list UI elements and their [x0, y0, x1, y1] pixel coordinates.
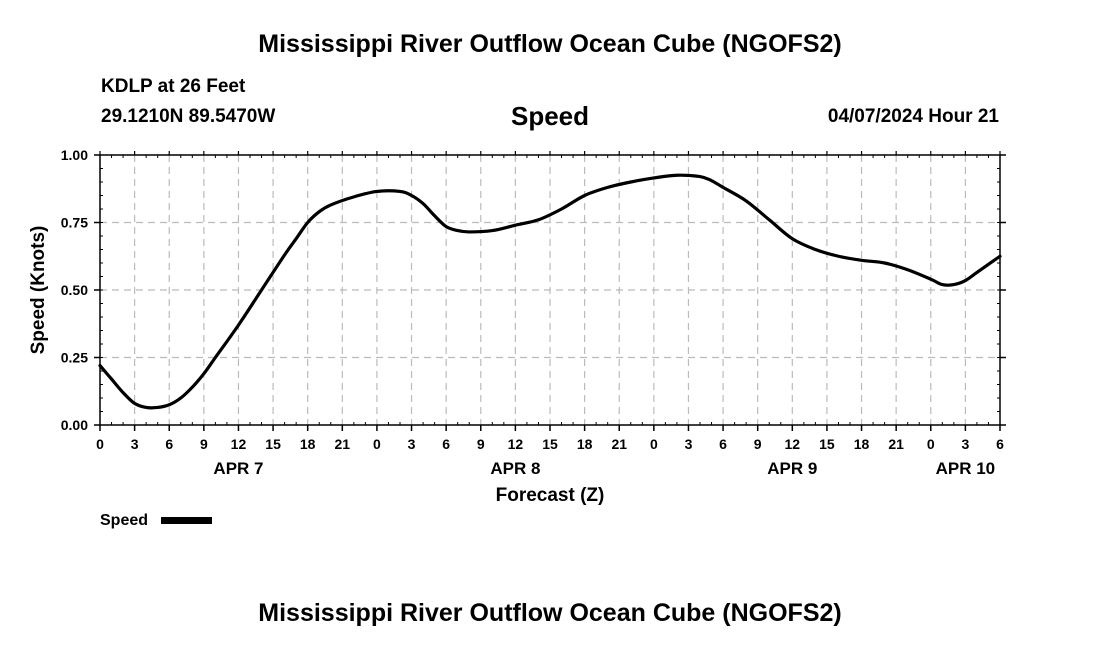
footer-title: Mississippi River Outflow Ocean Cube (NG…	[258, 599, 842, 627]
y-tick-label: 1.00	[61, 147, 88, 163]
x-tick-label: 0	[373, 436, 381, 452]
date-label: APR 7	[213, 459, 263, 478]
x-tick-label: 0	[650, 436, 658, 452]
x-tick-label: 3	[961, 436, 969, 452]
x-tick-label: 0	[927, 436, 935, 452]
chart-main-title: Mississippi River Outflow Ocean Cube (NG…	[258, 30, 842, 58]
station-coordinates: 29.1210N 89.5470W	[101, 106, 276, 127]
x-tick-label: 15	[542, 436, 558, 452]
y-tick-label: 0.00	[61, 417, 88, 433]
x-tick-label: 21	[335, 436, 351, 452]
series-layer	[98, 173, 1002, 410]
x-tick-label: 12	[508, 436, 524, 452]
x-tick-label: 18	[854, 436, 870, 452]
x-tick-label: 21	[888, 436, 904, 452]
x-axis-label: Forecast (Z)	[496, 485, 605, 506]
grid-lines	[100, 155, 1000, 425]
x-tick-label: 12	[785, 436, 801, 452]
plot-frame	[99, 154, 1001, 426]
y-tick-label: 0.25	[61, 350, 88, 366]
y-axis-label: Speed (Knots)	[28, 226, 49, 355]
y-tick-label: 0.75	[61, 215, 88, 231]
chart-title: Speed	[510, 101, 590, 131]
x-tick-label: 0	[96, 436, 104, 452]
x-tick-label: 9	[754, 436, 762, 452]
date-label: APR 9	[767, 459, 817, 478]
x-tick-label: 3	[408, 436, 416, 452]
date-label: APR 8	[490, 459, 540, 478]
date-label: APR 10	[936, 459, 996, 478]
y-tick-label: 0.50	[61, 282, 88, 298]
x-tick-label: 21	[611, 436, 627, 452]
legend-label-speed: Speed	[100, 512, 148, 529]
x-tick-label: 6	[996, 436, 1004, 452]
x-tick-label: 15	[265, 436, 281, 452]
x-tick-label: 6	[442, 436, 450, 452]
forecast-timestamp: 04/07/2024 Hour 21	[827, 106, 999, 127]
station-label: KDLP at 26 Feet	[101, 76, 246, 97]
x-tick-label: 3	[131, 436, 139, 452]
x-tick-label: 15	[819, 436, 835, 452]
series-line-speed	[98, 173, 1002, 410]
x-tick-label: 18	[577, 436, 593, 452]
axis-labels: Forecast (Z) Speed (Knots) 0 3 6 9 12 15 18 21 0…	[28, 147, 1004, 506]
x-tick-label: 9	[200, 436, 208, 452]
x-tick-label: 6	[165, 436, 173, 452]
x-tick-label: 18	[300, 436, 316, 452]
x-tick-label: 6	[719, 436, 727, 452]
x-tick-label: 9	[477, 436, 485, 452]
x-tick-label: 3	[685, 436, 693, 452]
x-tick-label: 12	[231, 436, 247, 452]
legend-swatch-speed	[161, 517, 212, 524]
legend: Speed	[100, 512, 212, 529]
